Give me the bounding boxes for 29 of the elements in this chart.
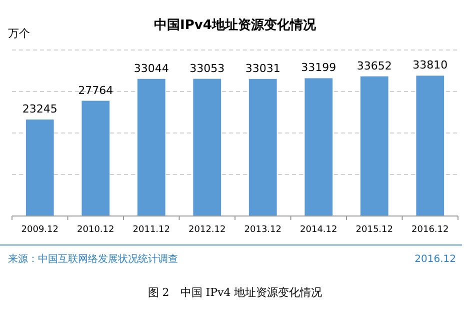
x-tick-label: 2012.12 (188, 225, 226, 235)
data-label: 33810 (412, 58, 448, 72)
x-tick-label: 2010.12 (77, 225, 114, 235)
bar (248, 78, 277, 216)
y-axis-title: 万个 (8, 27, 30, 40)
bar (360, 76, 388, 216)
data-label: 27764 (78, 84, 114, 97)
x-tick-label: 2016.12 (412, 225, 449, 235)
bar (193, 78, 222, 216)
data-label: 33199 (301, 61, 336, 74)
bar (82, 100, 110, 216)
data-label: 33044 (134, 62, 169, 75)
bar (26, 120, 54, 216)
source-note: 来源：中国互联网络发展状况统计调查 (8, 253, 178, 265)
x-tick-label: 2014.12 (300, 225, 338, 235)
text: 2016.12 (414, 254, 456, 265)
bar (416, 76, 444, 216)
x-tick-label: 2009.12 (21, 225, 58, 235)
chart-title: 中国IPv4地址资源变化情况 (154, 17, 317, 33)
data-label: 33031 (245, 62, 280, 75)
x-tick-label: 2015.12 (356, 225, 393, 235)
caption: 图 2 中国 IPv4 地址资源变化情况 (148, 286, 322, 299)
bar (304, 78, 333, 216)
bar (137, 78, 166, 216)
x-tick-label: 2011.12 (132, 225, 170, 235)
data-label: 33053 (190, 62, 225, 75)
data-label: 33652 (356, 59, 392, 72)
x-tick-label: 2013.12 (244, 225, 282, 235)
data-label: 23245 (22, 102, 58, 116)
